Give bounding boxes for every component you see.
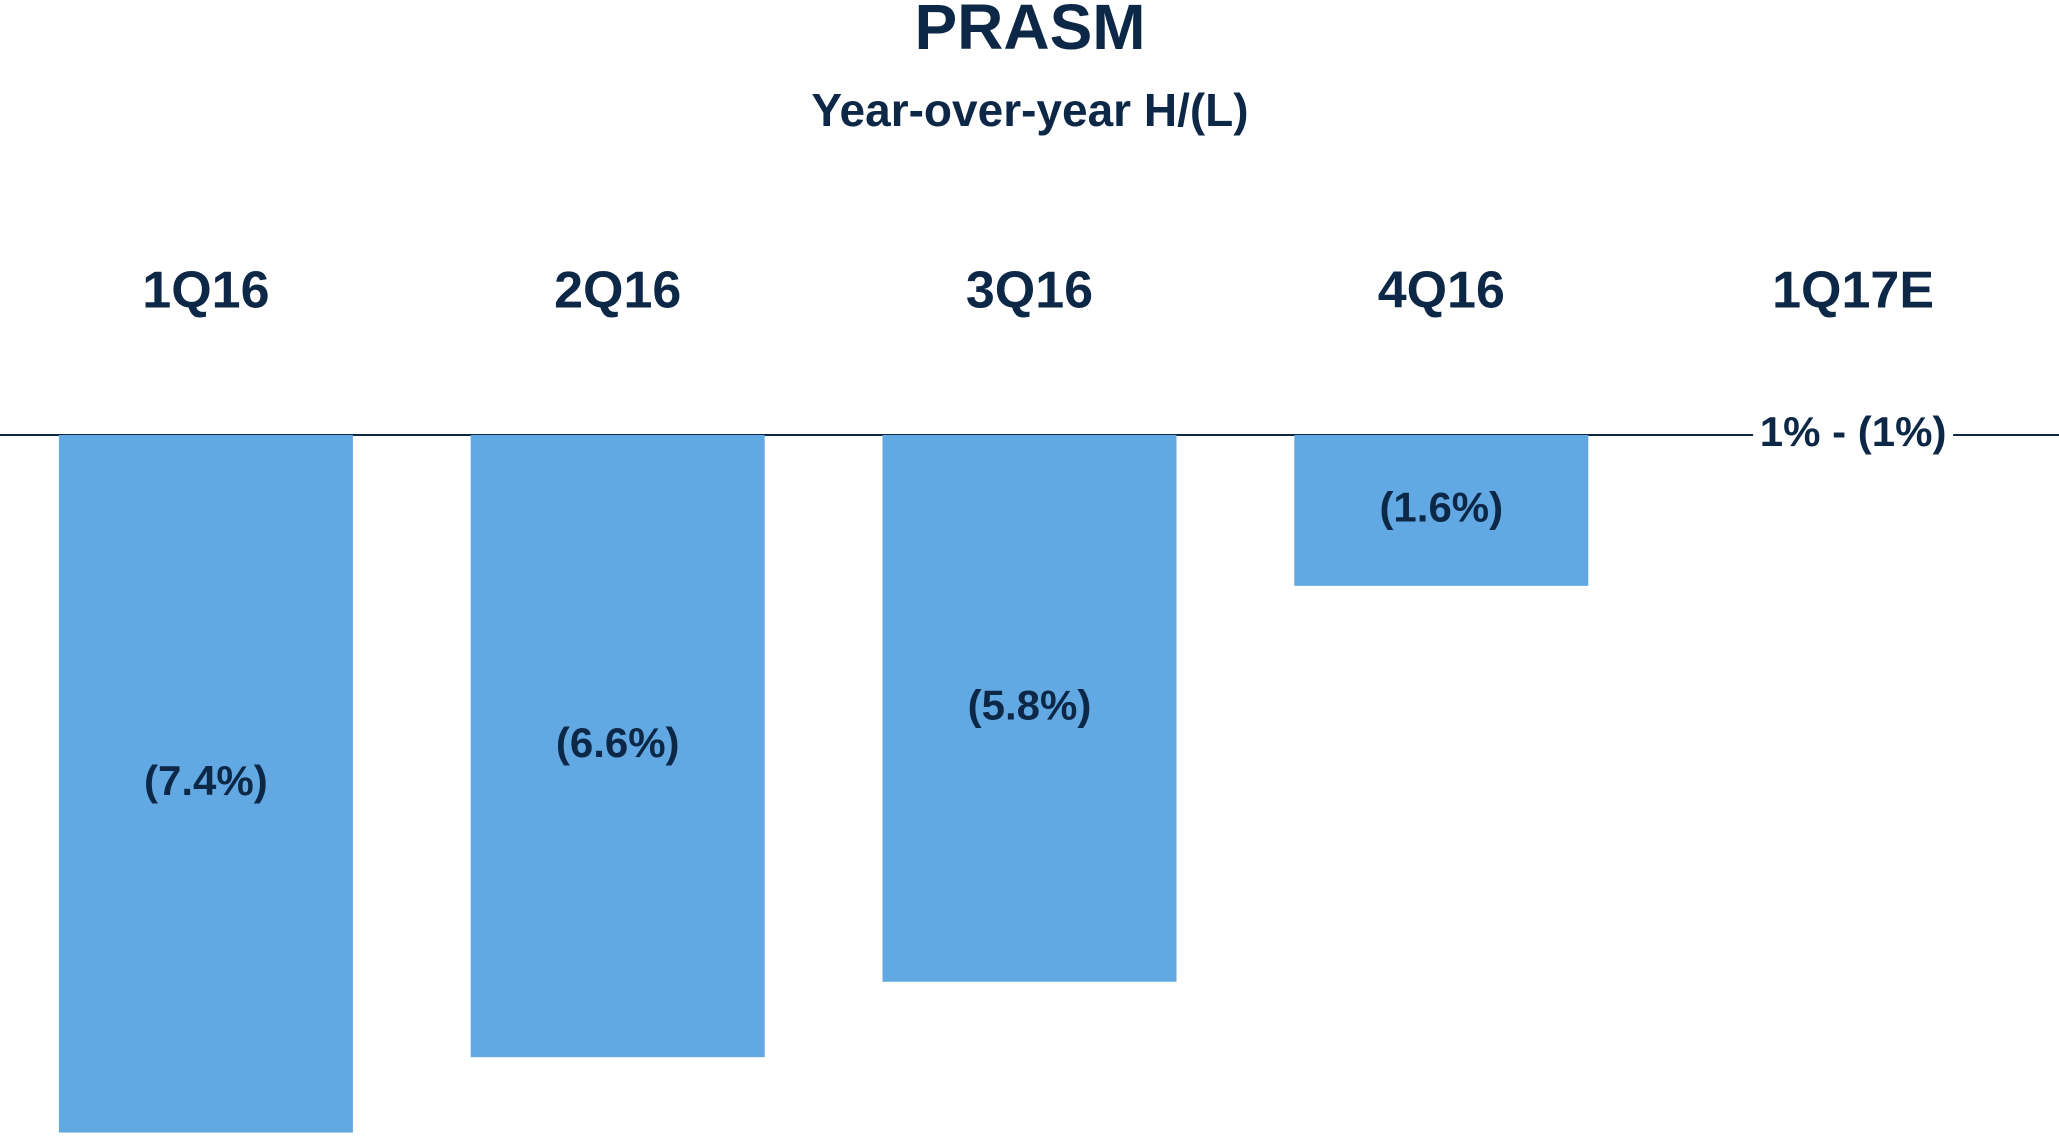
chart-title: PRASM: [914, 0, 1145, 63]
x-tick-label: 3Q16: [966, 262, 1093, 320]
chart-subtitle: Year-over-year H/(L): [811, 84, 1248, 136]
x-tick-label: 2Q16: [554, 262, 681, 320]
data-label: (1.6%): [1379, 484, 1503, 531]
x-tick-label: 4Q16: [1378, 262, 1505, 320]
data-label: (6.6%): [556, 719, 680, 766]
data-label: (7.4%): [144, 757, 268, 804]
data-label: (5.8%): [968, 681, 1092, 728]
annotation: 1% - (1%): [1760, 408, 1947, 455]
x-tick-label: 1Q17E: [1772, 262, 1934, 320]
x-tick-label: 1Q16: [142, 262, 269, 320]
bar: [58, 435, 353, 1133]
annotation-background: [1753, 410, 1954, 460]
bar: [882, 435, 1177, 982]
bar: [470, 435, 765, 1058]
bar: [1294, 435, 1589, 586]
